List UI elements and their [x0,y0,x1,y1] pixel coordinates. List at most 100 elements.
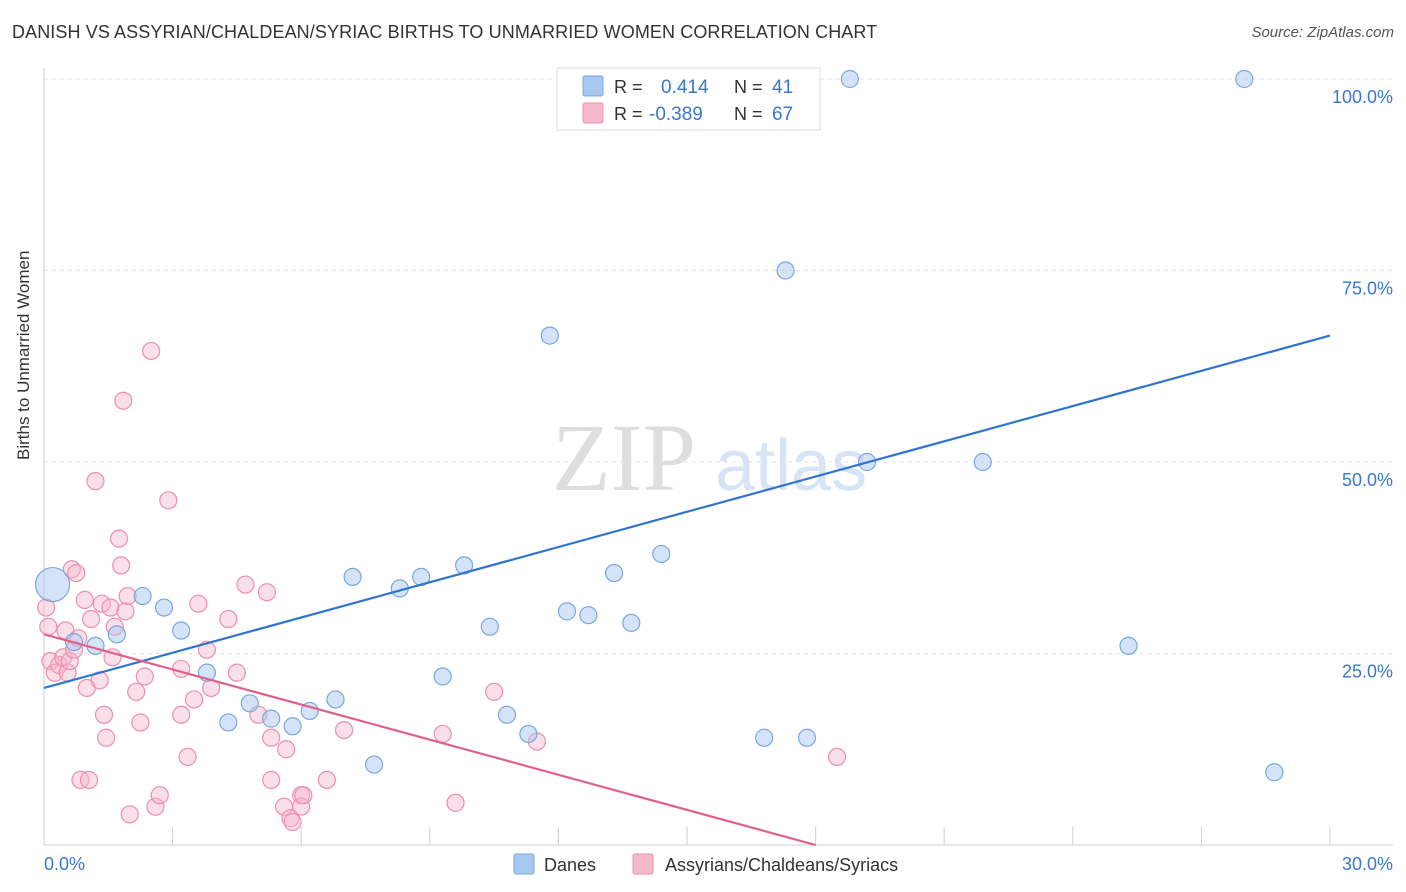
danes-point [519,724,538,744]
assyrians-point [146,797,165,816]
y-tick-label: 50.0% [1342,470,1393,490]
assyrians-point [294,786,313,805]
chart-title: DANISH VS ASSYRIAN/CHALDEAN/SYRIAC BIRTH… [12,22,878,42]
assyrians-point [262,770,281,789]
assyrians-point [131,713,150,732]
assyrians-point [79,770,99,789]
assyrians-point [446,793,465,812]
danes-point [107,625,126,644]
danes-point [557,602,577,621]
assyrians-point [103,648,122,667]
danes-trend-line [43,334,1331,690]
x-tick-label: 30.0% [1342,854,1393,874]
watermark: ZIP atlas [552,404,867,511]
assyrians-points [37,341,847,832]
danes-point [973,452,992,472]
assyrians-point [485,682,504,701]
danes-point [262,709,281,728]
danes-point [540,326,559,345]
assyrians-point [227,663,246,682]
assyrians-point [135,667,154,686]
assyrians-point [827,747,847,767]
assyrians-point [184,690,204,709]
axes [43,68,1393,846]
stats-swatch-danes [582,75,604,97]
assyrians-point [75,590,94,609]
danes-point [172,621,191,640]
danes-point [579,606,598,625]
assyrians-point [127,682,146,701]
stats-n-value-assyrians: 67 [772,104,793,125]
stats-n-label-assyrians: N = [734,104,763,124]
danes-point [240,694,259,713]
stats-n-value-danes: 41 [772,77,793,98]
assyrians-point [120,805,139,824]
danes-point [480,617,499,636]
stats-r-value-danes: 0.414 [661,77,709,98]
danes-point [605,563,624,583]
assyrians-point [39,617,58,636]
danes-point [326,690,345,709]
danes-point [1235,69,1254,89]
x-tick-label: 0.0% [44,854,85,874]
assyrians-point [67,563,86,583]
danes-point [154,598,174,617]
assyrians-point [178,747,197,767]
assyrians-point [159,491,178,510]
assyrians-point [236,575,255,594]
assyrians-point [60,652,79,671]
assyrians-point [86,472,105,491]
assyrians-point [142,341,161,361]
assyrians-point [97,728,116,747]
legend-swatch-assyrians [632,853,654,875]
assyrians-point [116,602,135,621]
assyrians-point [94,705,114,724]
assyrians-point [257,583,277,602]
danes-point [652,544,671,564]
danes-point [497,705,517,724]
assyrians-trend-line [43,633,816,847]
assyrians-point [101,598,120,617]
danes-point [433,667,452,686]
assyrians-point [219,609,238,629]
stats-r-value-assyrians: -0.389 [649,104,703,125]
danes-point [776,261,795,280]
danes-point [364,755,384,774]
assyrians-point [277,740,296,759]
assyrians-point [317,770,337,789]
tick-labels: 25.0% 50.0% 75.0% 100.0% 0.0% 30.0% [44,87,1393,874]
danes-point [219,713,238,732]
legend-label-danes: Danes [544,855,596,875]
assyrians-point [172,659,191,678]
danes-point [755,728,774,747]
watermark-atlas: atlas [715,426,867,506]
danes-point [1265,763,1284,782]
legend-label-assyrians: Assyrians/Chaldeans/Syriacs [665,855,898,875]
stats-swatch-assyrians [582,102,604,124]
source-label: Source: ZipAtlas.com [1251,24,1394,41]
danes-point [133,586,152,606]
stats-legend: R = 0.414 N = 41 R = -0.389 N = 67 [556,67,821,131]
assyrians-point [334,720,354,740]
danes-point [1119,636,1138,655]
series-legend: Danes Assyrians/Chaldeans/Syriacs [513,853,898,875]
assyrians-point [189,594,208,613]
stats-r-label-assyrians: R = [614,104,643,124]
stats-n-label-danes: N = [734,77,763,97]
danes-point [283,717,302,736]
danes-point [840,69,859,89]
assyrians-point [92,594,111,613]
trend-lines [43,334,1331,847]
stats-r-label-danes: R = [614,77,643,97]
assyrians-point [262,728,281,747]
assyrians-point [150,786,169,805]
y-tick-label: 100.0% [1332,87,1393,107]
watermark-zip: ZIP [552,404,696,511]
assyrians-point [114,391,133,410]
assyrians-point [283,812,302,832]
assyrians-point [292,797,311,816]
legend-swatch-danes [513,853,535,875]
danes-point [622,613,641,632]
danes-point [797,728,817,747]
